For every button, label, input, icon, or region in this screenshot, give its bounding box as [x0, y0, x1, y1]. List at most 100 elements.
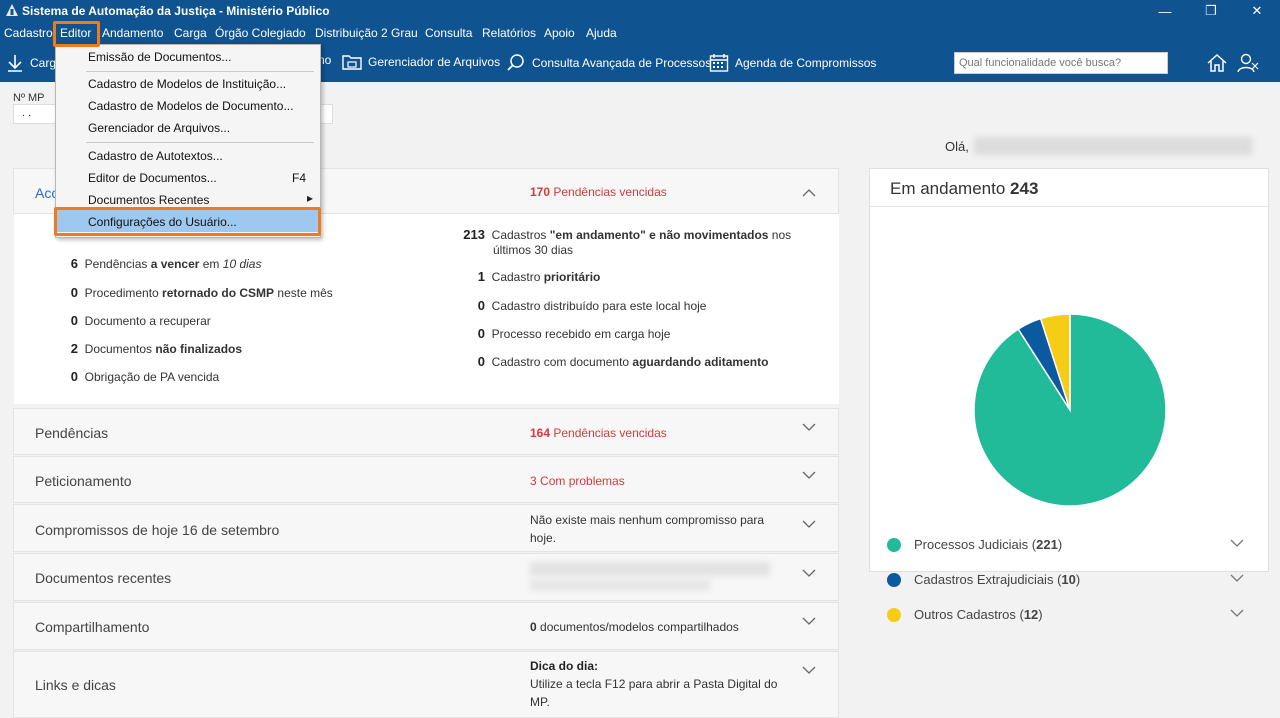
search-document-icon: [507, 54, 524, 71]
chevron-down-icon[interactable]: [802, 569, 816, 577]
menu-editor[interactable]: Editor: [60, 26, 92, 40]
menu-cadastro[interactable]: Cadastro: [4, 26, 53, 40]
menu-relatorios[interactable]: Relatórios: [482, 26, 537, 40]
toolbar-hidden-suffix: no: [318, 53, 332, 67]
menu-item-editor-documentos[interactable]: Editor de Documentos...: [88, 171, 217, 185]
toolbar-gerenciador[interactable]: Gerenciador de Arquivos: [342, 53, 500, 71]
toolbar-carga[interactable]: Carg: [6, 53, 56, 73]
pie-slice-outros-cadastros[interactable]: [1039, 313, 1071, 411]
submenu-arrow-icon: ▸: [307, 191, 314, 205]
chevron-down-icon[interactable]: [802, 520, 816, 528]
stat-processo-recebido[interactable]: 0 Processo recebido em carga hoje: [458, 326, 671, 341]
compartilhamento-info: 0 documentos/modelos compartilhados: [530, 620, 739, 634]
panel-pendencias[interactable]: Pendências 164 Pendências vencidas: [13, 408, 839, 455]
stat-number: 0: [70, 285, 78, 300]
stat-text: nos: [768, 228, 792, 242]
legend-label: Processos Judiciais: [914, 537, 1029, 552]
menu-item-gerenciador-arquivos[interactable]: Gerenciador de Arquivos...: [88, 121, 231, 135]
summary-title: Em andamento 243: [890, 179, 1038, 199]
menu-item-autotextos[interactable]: Cadastro de Autotextos...: [88, 149, 223, 163]
stat-cadastro-distribuido[interactable]: 0 Cadastro distribuído para este local h…: [458, 298, 707, 313]
pendencias-overdue-text: Pendências vencidas: [553, 426, 667, 440]
stat-bold: aguardando aditamento: [632, 355, 769, 369]
stat-cadastros-nao-movimentados[interactable]: 213 Cadastros "em andamento" e não movim…: [458, 227, 791, 242]
legend-outros-cadastros[interactable]: Outros Cadastros (12): [887, 607, 1043, 622]
stat-pendencias-a-vencer[interactable]: 6 Pendências a vencer em 10 dias: [64, 256, 262, 271]
stat-aguardando-aditamento[interactable]: 0 Cadastro com documento aguardando adit…: [458, 354, 769, 369]
functionality-search-input[interactable]: [954, 52, 1168, 74]
peticionamento-problems-text: Com problemas: [540, 474, 625, 488]
stat-procedimento-retornado[interactable]: 0 Procedimento retornado do CSMP neste m…: [64, 285, 333, 300]
panel-documentos-recentes-title: Documentos recentes: [35, 570, 172, 586]
stat-text: Processo recebido em carga hoje: [491, 327, 671, 341]
menu-carga[interactable]: Carga: [174, 26, 207, 40]
stat-number: 0: [477, 326, 485, 341]
panel-links-dicas[interactable]: Links e dicas Dica do dia: Utilize a tec…: [13, 651, 839, 718]
menu-item-highlight: [56, 210, 320, 232]
menu-item-modelos-documento[interactable]: Cadastro de Modelos de Documento...: [88, 99, 294, 113]
menu-item-documentos-recentes[interactable]: Documentos Recentes: [88, 193, 210, 207]
nmp-label: Nº MP: [13, 92, 45, 104]
acompanhamento-overdue-count: 170: [530, 185, 551, 199]
chevron-down-icon[interactable]: [802, 423, 816, 431]
chevron-down-icon[interactable]: [1230, 574, 1244, 582]
chevron-down-icon[interactable]: [1230, 539, 1244, 547]
stat-text: neste mês: [274, 286, 333, 300]
menu-bar: Cadastro Editor Andamento Carga Órgão Co…: [0, 22, 1280, 44]
stat-cadastro-prioritario[interactable]: 1 Cadastro prioritário: [458, 269, 601, 284]
summary-total: 243: [1010, 179, 1039, 198]
menu-consulta[interactable]: Consulta: [425, 26, 473, 40]
legend-cadastros-extrajudiciais[interactable]: Cadastros Extrajudiciais (10): [887, 572, 1080, 587]
pie-slice-processos-judiciais[interactable]: [973, 313, 1167, 507]
panel-peticionamento[interactable]: Peticionamento 3 Com problemas: [13, 456, 839, 503]
stat-text: Documentos: [84, 342, 156, 356]
window-titlebar: Sistema de Automação da Justiça - Minist…: [0, 0, 1280, 22]
panel-compromissos[interactable]: Compromissos de hoje 16 de setembro Não …: [13, 504, 839, 552]
stat-bold: a vencer: [150, 257, 200, 271]
toolbar-agenda[interactable]: Agenda de Compromissos: [709, 53, 876, 73]
stat-italic: 10 dias: [222, 257, 262, 271]
chevron-down-icon[interactable]: [802, 666, 816, 674]
legend-processos-judiciais[interactable]: Processos Judiciais (221): [887, 537, 1062, 552]
close-button[interactable]: ✕: [1251, 3, 1263, 18]
panel-documentos-recentes[interactable]: Documentos recentes: [13, 553, 839, 601]
menu-separator: [86, 71, 314, 72]
panel-compartilhamento[interactable]: Compartilhamento 0 documentos/modelos co…: [13, 602, 839, 650]
panel-peticionamento-title: Peticionamento: [35, 473, 132, 489]
stat-obrigacao-pa-vencida[interactable]: 0 Obrigação de PA vencida: [64, 369, 219, 384]
minimize-button[interactable]: —: [1158, 3, 1172, 19]
stat-documento-recuperar[interactable]: 0 Documento a recuperar: [64, 313, 211, 328]
toolbar-consulta[interactable]: Consulta Avançada de Processos: [506, 53, 711, 73]
chevron-up-icon[interactable]: [802, 189, 816, 197]
legend-dot: [887, 572, 901, 587]
menu-apoio[interactable]: Apoio: [544, 26, 575, 40]
chevron-down-icon[interactable]: [802, 617, 816, 625]
summary-header: Em andamento 243: [870, 169, 1268, 207]
legend-count: 221: [1036, 537, 1058, 552]
stat-number: 213: [463, 227, 485, 242]
menu-distribuicao-2-grau[interactable]: Distribuição 2 Grau: [315, 26, 418, 40]
toolbar-consulta-label: Consulta Avançada de Processos: [532, 56, 712, 70]
highlight-configuracoes-usuario: [54, 207, 321, 236]
stat-bold: retornado do CSMP: [162, 286, 275, 300]
user-switch-icon[interactable]: [1237, 52, 1259, 74]
restore-button[interactable]: ❐: [1205, 3, 1217, 18]
stat-text: em: [199, 257, 223, 271]
menu-item-configuracoes-usuario[interactable]: Configurações do Usuário...: [88, 215, 237, 229]
chevron-down-icon[interactable]: [802, 471, 816, 479]
stat-documentos-nao-finalizados[interactable]: 2 Documentos não finalizados: [64, 341, 242, 356]
stat-text: Cadastro distribuído para este local hoj…: [491, 299, 707, 313]
calendar-icon: [709, 54, 729, 72]
menu-item-modelos-instituicao[interactable]: Cadastro de Modelos de Instituição...: [88, 77, 287, 91]
legend-dot: [887, 607, 901, 622]
chevron-down-icon[interactable]: [1230, 609, 1244, 617]
compartilhamento-text: documentos/modelos compartilhados: [540, 620, 739, 634]
home-icon[interactable]: [1206, 52, 1228, 74]
stat-bold: prioritário: [543, 270, 601, 284]
menu-andamento[interactable]: Andamento: [102, 26, 164, 40]
pendencias-overdue: 164 Pendências vencidas: [530, 426, 667, 440]
legend-count: 10: [1061, 572, 1076, 587]
menu-ajuda[interactable]: Ajuda: [586, 26, 617, 40]
menu-orgao-colegiado[interactable]: Órgão Colegiado: [215, 26, 306, 40]
menu-item-emissao-documentos[interactable]: Emissão de Documentos...: [88, 50, 232, 64]
